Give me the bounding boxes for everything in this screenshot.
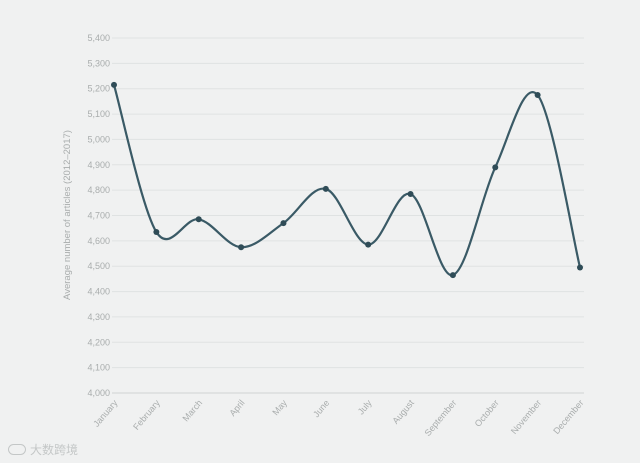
grid-lines	[112, 37, 584, 394]
x-tick-label: December	[551, 398, 585, 436]
x-tick-label: September	[422, 398, 458, 438]
y-tick-label: 4,300	[87, 312, 110, 322]
data-point	[153, 228, 160, 235]
y-tick-label: 5,400	[87, 33, 110, 43]
y-tick-label: 5,100	[87, 109, 110, 119]
y-tick-label: 4,700	[87, 211, 110, 221]
wechat-logo-icon	[8, 444, 26, 455]
data-point	[534, 92, 541, 99]
watermark: 大数跨境	[8, 441, 78, 458]
data-point	[238, 244, 245, 251]
x-tick-label: July	[356, 397, 374, 416]
y-tick-label: 4,500	[87, 261, 110, 271]
x-tick-label: June	[311, 398, 331, 419]
data-point	[365, 241, 372, 248]
series-line	[112, 84, 582, 277]
y-tick-label: 5,300	[87, 58, 110, 68]
y-tick-label: 4,100	[87, 363, 110, 373]
x-tick-label: March	[181, 398, 205, 424]
y-tick-label: 4,200	[87, 337, 110, 347]
x-tick-label: May	[270, 397, 289, 417]
y-tick-label: 4,900	[87, 160, 110, 170]
y-tick-label: 4,000	[87, 388, 110, 398]
data-points	[111, 81, 583, 279]
y-axis-ticks: 4,000 4,100 4,200 4,300 4,400 4,500 4,600 4,700…	[87, 33, 110, 398]
y-tick-label: 4,600	[87, 236, 110, 246]
x-tick-label: October	[473, 398, 501, 429]
y-tick-label: 5,200	[87, 84, 110, 94]
x-axis-ticks: January February March April May June July Augu…	[91, 397, 585, 438]
x-tick-label: February	[131, 397, 162, 431]
data-point	[195, 216, 202, 223]
data-point	[322, 185, 329, 192]
y-tick-label: 4,400	[87, 287, 110, 297]
y-axis-label: Average number of articles (2012–2017)	[62, 130, 73, 300]
data-point	[280, 220, 287, 227]
data-point	[449, 272, 456, 279]
x-tick-label: November	[509, 398, 543, 436]
data-point	[577, 264, 583, 271]
data-point	[407, 190, 414, 197]
x-tick-label: August	[390, 397, 416, 425]
data-point	[111, 81, 117, 88]
x-tick-label: April	[227, 398, 246, 418]
data-point	[492, 164, 499, 171]
y-tick-label: 4,800	[87, 185, 110, 195]
x-tick-label: January	[91, 397, 120, 428]
watermark-text: 大数跨境	[30, 443, 79, 457]
y-tick-label: 5,000	[87, 134, 110, 144]
